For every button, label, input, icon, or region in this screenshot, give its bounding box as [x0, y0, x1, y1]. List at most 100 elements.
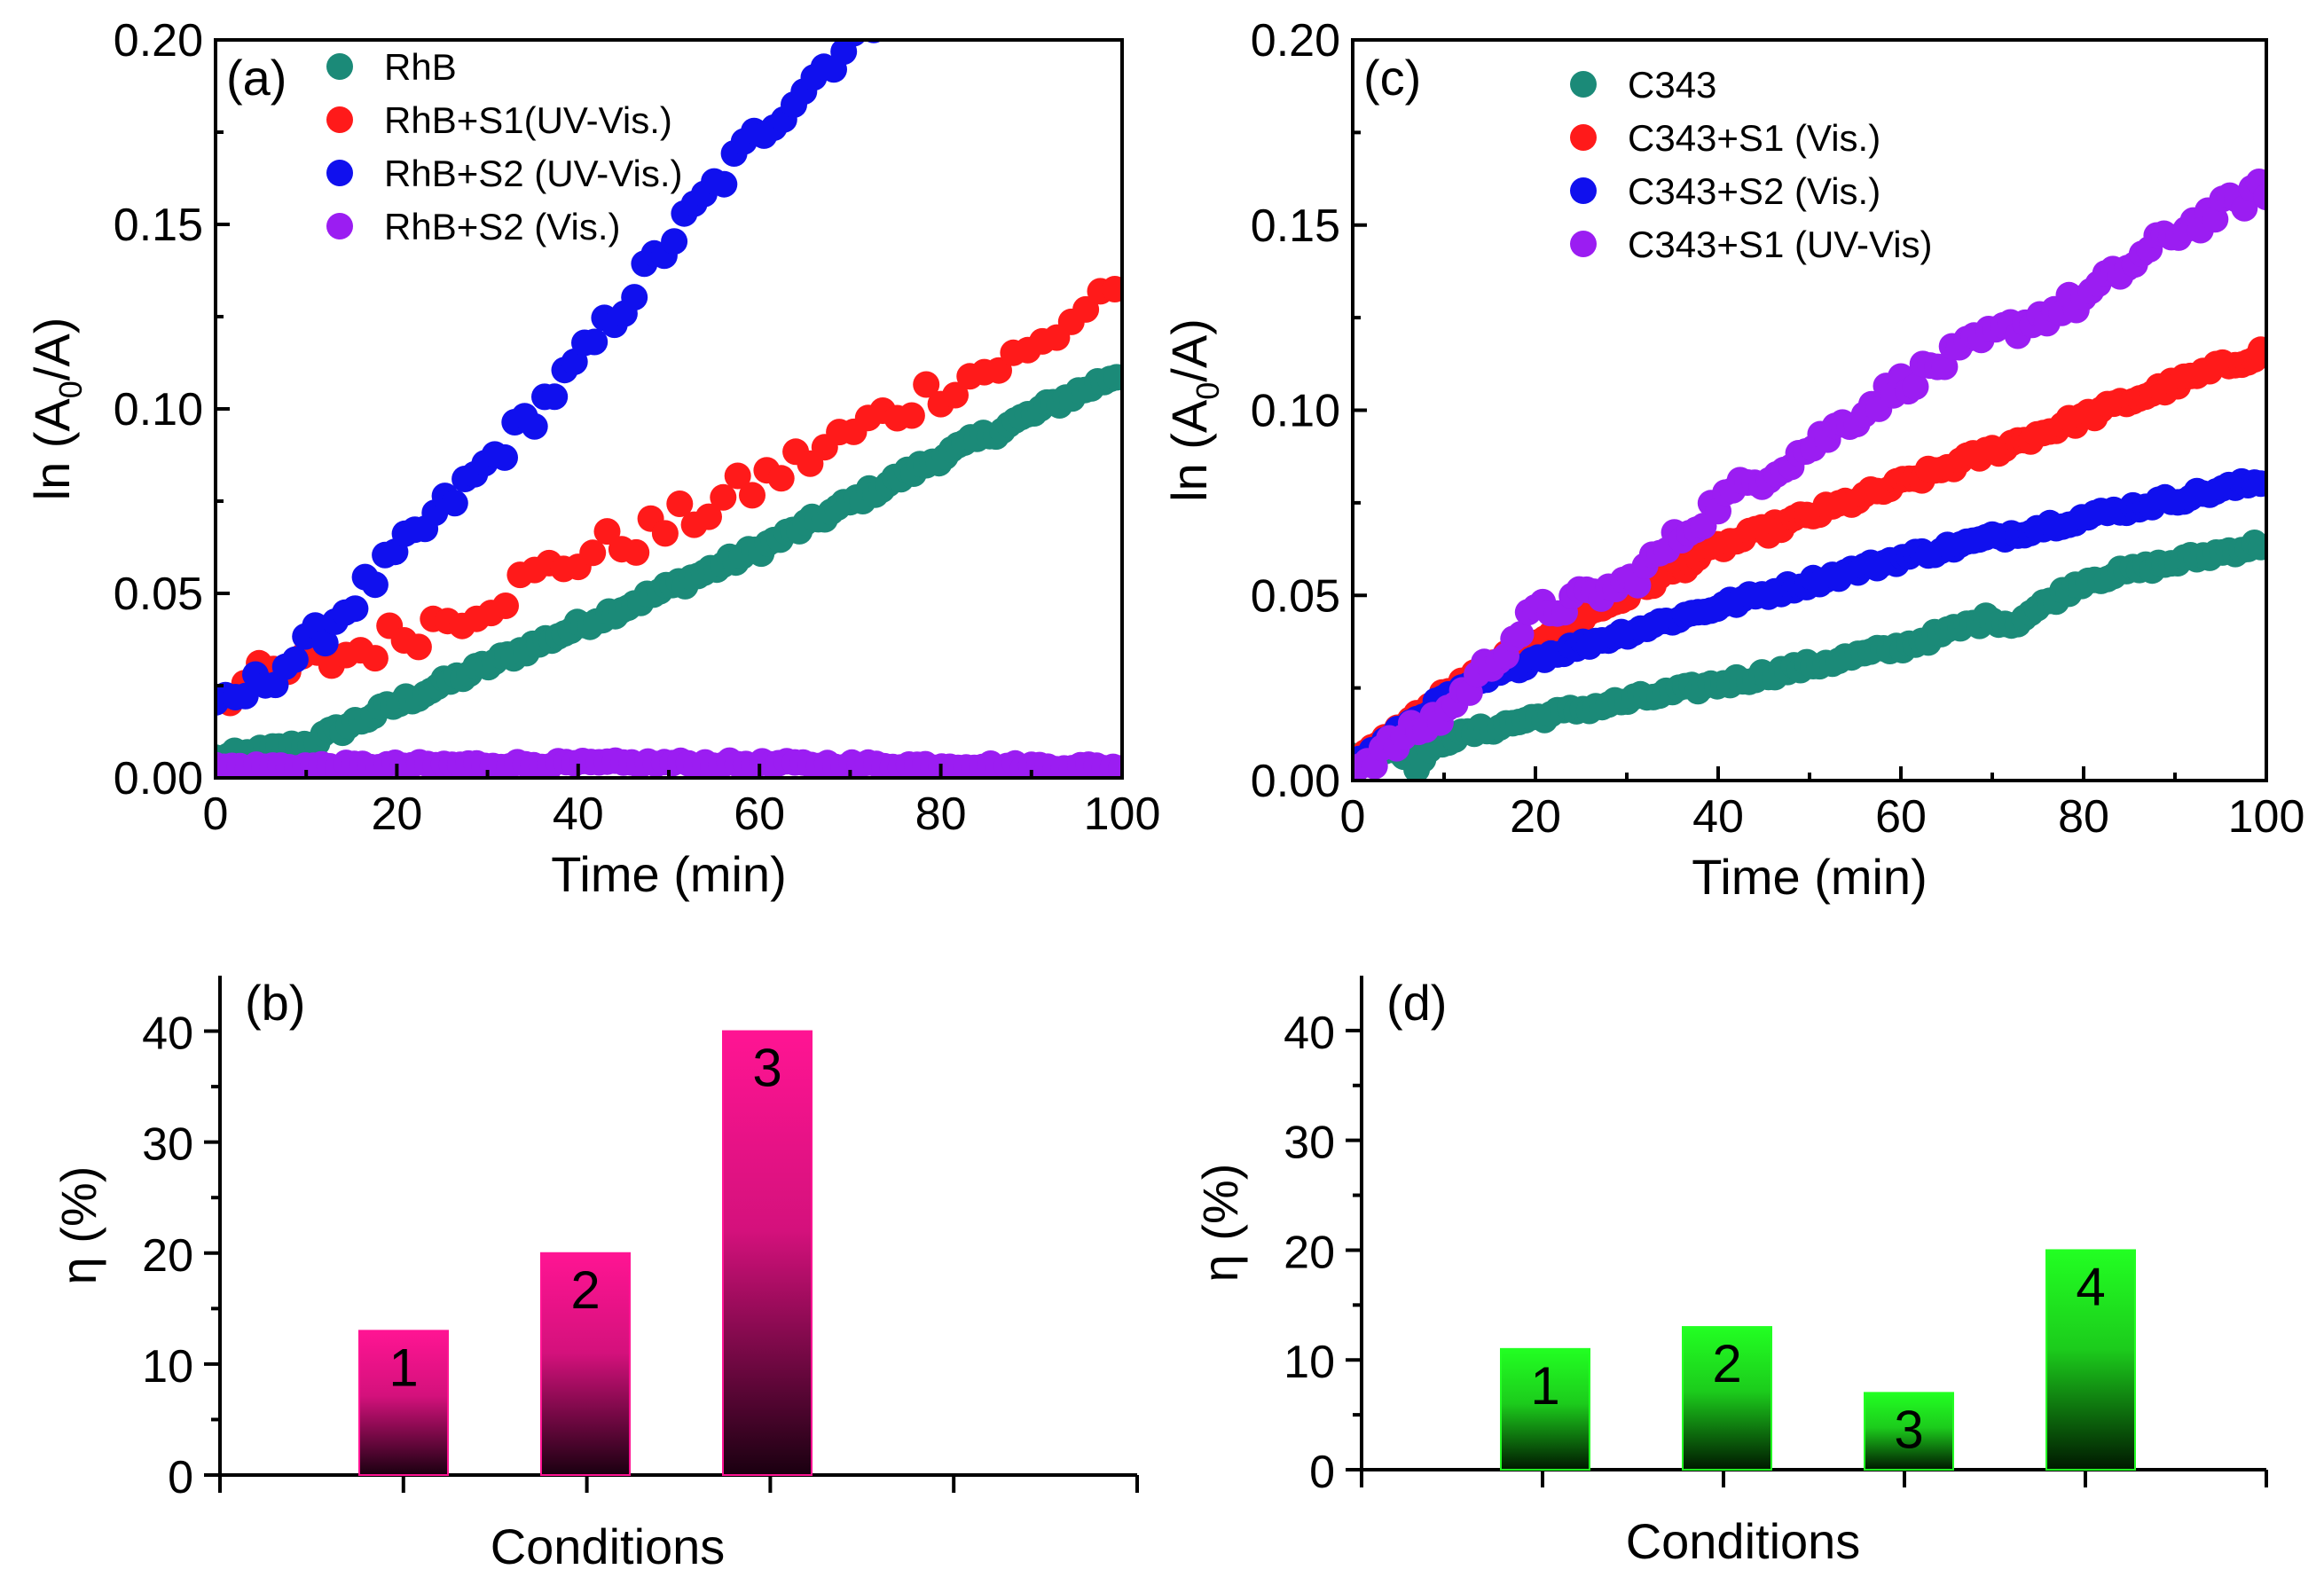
legend-marker [326, 53, 353, 80]
data-point [942, 381, 969, 409]
x-tick-label: 40 [553, 789, 604, 840]
data-point [2247, 533, 2266, 561]
data-point [767, 465, 795, 492]
legend-label: RhB [384, 46, 457, 88]
data-point [711, 170, 738, 198]
series-rhb [216, 364, 1122, 774]
x-tick-label: 20 [1510, 791, 1561, 843]
data-point [2231, 194, 2258, 222]
data-point [361, 645, 389, 672]
data-point [311, 630, 339, 657]
bar-4 [2045, 1249, 2136, 1471]
series-rhb-s2-uv-vis- [216, 0, 907, 716]
x-tick-label: 40 [1692, 791, 1744, 843]
y-tick-label: 0 [168, 1452, 193, 1503]
bar-label: 4 [2076, 1257, 2105, 1316]
y-tick-label: 0.10 [1251, 386, 1340, 437]
y-tick-label: 0.05 [1251, 570, 1340, 622]
legend-label: RhB+S1(UV-Vis.) [384, 99, 672, 141]
data-point [851, 4, 877, 30]
data-point [361, 571, 389, 599]
x-tick-label: 60 [734, 789, 785, 840]
y-tick-label: 0.20 [114, 15, 203, 67]
data-point [661, 228, 688, 255]
y-tick-label: 40 [142, 1008, 193, 1060]
panel-label: (b) [245, 975, 305, 1031]
legend-marker [1570, 177, 1597, 204]
data-point [1072, 295, 1100, 323]
y-tick-label: 30 [1284, 1118, 1335, 1169]
panel-c-scatter-chart: 0 20 40 60 80 100 0.00 0.05 0.10 0.15 0.20 Time (mi… [1161, 15, 2304, 905]
y-tick-label: 10 [142, 1341, 193, 1393]
x-axis-title: Time (min) [1692, 849, 1927, 905]
bar-1 [1500, 1347, 1590, 1471]
y-tick-label: 40 [1284, 1008, 1335, 1059]
data-point [898, 402, 925, 429]
series-c343 [1353, 530, 2266, 781]
panel-label: (a) [226, 50, 287, 106]
bar-1 [358, 1330, 449, 1477]
data-point [2247, 470, 2266, 498]
data-point [1902, 373, 1929, 400]
data-point [342, 595, 369, 623]
legend-label: C343 [1628, 64, 1716, 106]
bar-3 [722, 1030, 813, 1476]
y-tick-label: 20 [142, 1230, 193, 1282]
data-point [1507, 621, 1535, 648]
data-point [1103, 364, 1122, 391]
y-tick-label: 0.00 [114, 753, 203, 804]
x-tick-label: 80 [915, 789, 967, 840]
bar-label: 2 [570, 1260, 600, 1320]
x-tick-label: 80 [2058, 791, 2109, 843]
x-tick-label: 100 [1084, 789, 1161, 840]
data-point [1101, 276, 1122, 302]
legend-label: C343+S1 (Vis.) [1628, 117, 1880, 159]
y-tick-label: 30 [142, 1119, 193, 1171]
x-axis-title: Conditions [491, 1518, 726, 1574]
data-point [1108, 755, 1122, 778]
data-point [870, 13, 897, 40]
data-point [651, 520, 679, 547]
data-point [881, 0, 907, 25]
data-point [695, 503, 722, 530]
data-point [593, 518, 621, 545]
data-point [710, 483, 737, 511]
data-point [666, 490, 694, 517]
y-tick-label: 0.15 [1251, 200, 1340, 252]
legend-label: RhB+S2 (UV-Vis.) [384, 153, 683, 194]
series-rhb-s2-vis- [216, 747, 1122, 778]
data-point [1931, 353, 1959, 381]
x-tick-label: 0 [203, 789, 229, 840]
data-point [985, 357, 1012, 384]
data-point [521, 412, 548, 440]
bar-3 [1864, 1392, 1954, 1471]
x-axis-title: Time (min) [551, 846, 786, 902]
y-tick-label: 0 [1309, 1447, 1335, 1498]
data-point [739, 482, 766, 509]
y-tick-label: 10 [1284, 1337, 1335, 1388]
data-point [623, 538, 650, 566]
x-axis-title: Conditions [1626, 1513, 1861, 1569]
data-point [404, 633, 432, 661]
data-point [2253, 184, 2266, 211]
y-axis-title: η (%) [1192, 1164, 1248, 1283]
legend-marker [326, 160, 353, 186]
x-tick-label: 100 [2228, 791, 2305, 843]
panel-label: (d) [1386, 975, 1447, 1031]
data-point [579, 539, 607, 567]
legend-label: RhB+S2 (Vis.) [384, 206, 621, 247]
legend-marker [1570, 231, 1597, 257]
y-tick-label: 20 [1284, 1227, 1335, 1278]
y-tick-label: 0.15 [114, 200, 203, 251]
bar-label: 3 [752, 1039, 781, 1098]
bar-2 [540, 1252, 631, 1477]
legend-marker [1570, 124, 1597, 151]
y-tick-label: 0.10 [114, 384, 203, 436]
bar-label: 1 [1530, 1356, 1559, 1416]
series-rhb-s1-uv-vis- [216, 276, 1122, 717]
panel-label: (c) [1363, 50, 1421, 106]
legend-label: C343+S2 (Vis.) [1628, 170, 1880, 212]
data-point [913, 371, 940, 398]
